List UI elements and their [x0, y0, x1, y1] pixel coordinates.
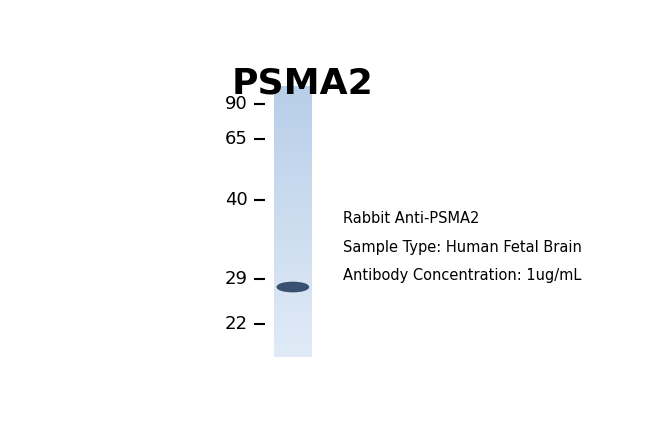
Text: 65: 65 — [225, 129, 248, 148]
Ellipse shape — [277, 282, 309, 292]
Text: 40: 40 — [225, 191, 248, 209]
Text: 22: 22 — [224, 315, 248, 333]
Text: 29: 29 — [224, 270, 248, 288]
Text: Antibody Concentration: 1ug/mL: Antibody Concentration: 1ug/mL — [343, 268, 582, 283]
Text: PSMA2: PSMA2 — [232, 67, 374, 101]
Text: Sample Type: Human Fetal Brain: Sample Type: Human Fetal Brain — [343, 239, 582, 255]
Text: 90: 90 — [225, 95, 248, 113]
Text: Rabbit Anti-PSMA2: Rabbit Anti-PSMA2 — [343, 211, 480, 226]
